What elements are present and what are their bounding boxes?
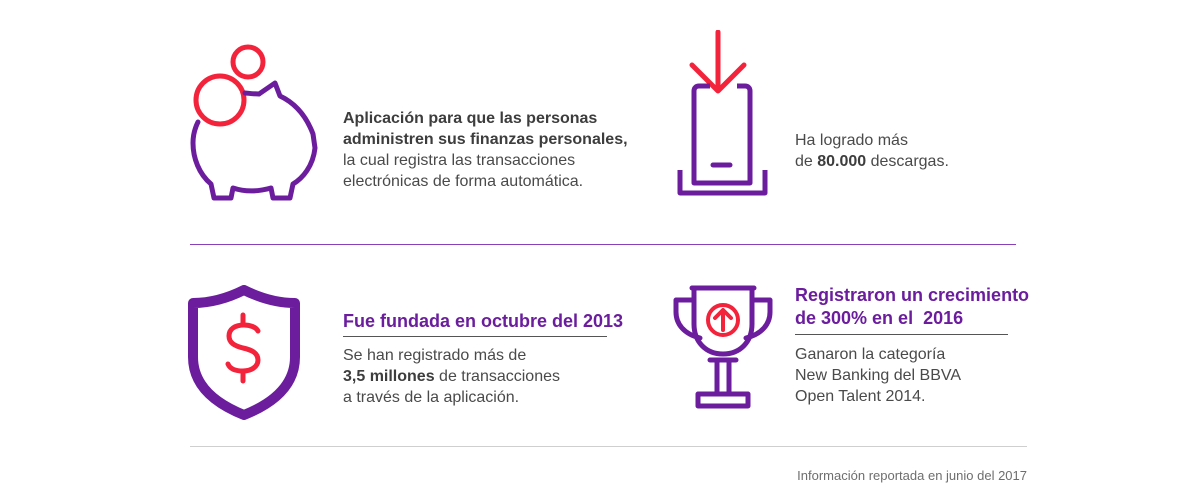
growth-line3: Open Talent 2014.: [795, 388, 926, 405]
founded-title-underline: [343, 336, 607, 337]
growth-title-underline: [795, 334, 1008, 335]
downloads-line1: Ha logrado más: [795, 132, 908, 149]
phone-download-icon: [675, 30, 770, 198]
footnote: Información reportada en junio del 2017: [797, 468, 1027, 483]
trophy-arrow-icon: [670, 282, 776, 412]
downloads-line2: de 80.000 descargas.: [795, 151, 1015, 172]
growth-title: Registraron un crecimiento de 300% en el…: [795, 284, 1055, 330]
app-description-line4: electrónicas de forma automática.: [343, 173, 584, 190]
founded-line3: a través de la aplicación.: [343, 389, 520, 406]
downloads-count: 80.000: [817, 153, 867, 170]
app-description-line2: administren sus finanzas personales,: [343, 131, 628, 148]
section-divider: [190, 244, 1016, 245]
downloads-text: Ha logrado más de 80.000 descargas.: [795, 130, 1015, 172]
founded-title: Fue fundada en octubre del 2013: [343, 311, 624, 331]
growth-line1: Ganaron la categoría: [795, 346, 946, 363]
growth-line2: New Banking del BBVA: [795, 367, 962, 384]
app-description-line1: Aplicación para que las personas: [343, 110, 598, 127]
downloads-suffix: descargas.: [866, 153, 949, 170]
growth-title-line1: Registraron un crecimiento: [795, 285, 1030, 305]
founded-line1: Se han registrado más de: [343, 347, 527, 364]
growth-title-line2: de 300% en el 2016: [795, 308, 964, 328]
downloads-prefix: de: [795, 153, 818, 170]
footer-divider: [190, 446, 1027, 447]
founded-line2: 3,5 millones de transacciones: [343, 366, 623, 387]
founded-line2-suffix: de transacciones: [434, 368, 560, 385]
growth-text: Ganaron la categoría New Banking del BBV…: [795, 344, 1035, 407]
app-description: Aplicación para que las personas adminis…: [343, 108, 643, 192]
transactions-count: 3,5 millones: [343, 368, 435, 385]
app-description-line3: la cual registra las transacciones: [343, 152, 576, 169]
shield-dollar-icon: [188, 285, 300, 420]
founded-text: Se han registrado más de 3,5 millones de…: [343, 345, 623, 408]
piggy-bank-coins-icon: [185, 38, 325, 203]
